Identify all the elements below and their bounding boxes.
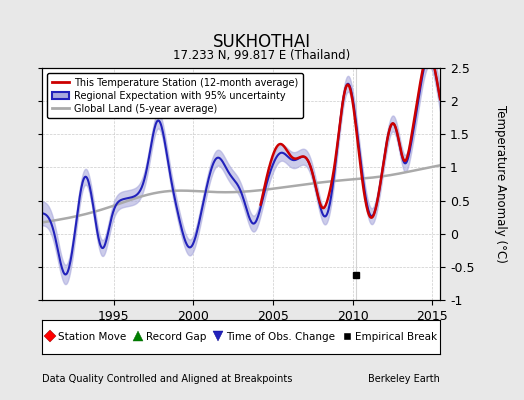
- Text: SUKHOTHAI: SUKHOTHAI: [213, 33, 311, 51]
- Y-axis label: Temperature Anomaly (°C): Temperature Anomaly (°C): [494, 105, 507, 263]
- Text: Data Quality Controlled and Aligned at Breakpoints: Data Quality Controlled and Aligned at B…: [42, 374, 292, 384]
- Text: 17.233 N, 99.817 E (Thailand): 17.233 N, 99.817 E (Thailand): [173, 49, 351, 62]
- Legend: Station Move, Record Gap, Time of Obs. Change, Empirical Break: Station Move, Record Gap, Time of Obs. C…: [41, 329, 441, 345]
- Text: Berkeley Earth: Berkeley Earth: [368, 374, 440, 384]
- Legend: This Temperature Station (12-month average), Regional Expectation with 95% uncer: This Temperature Station (12-month avera…: [47, 73, 303, 118]
